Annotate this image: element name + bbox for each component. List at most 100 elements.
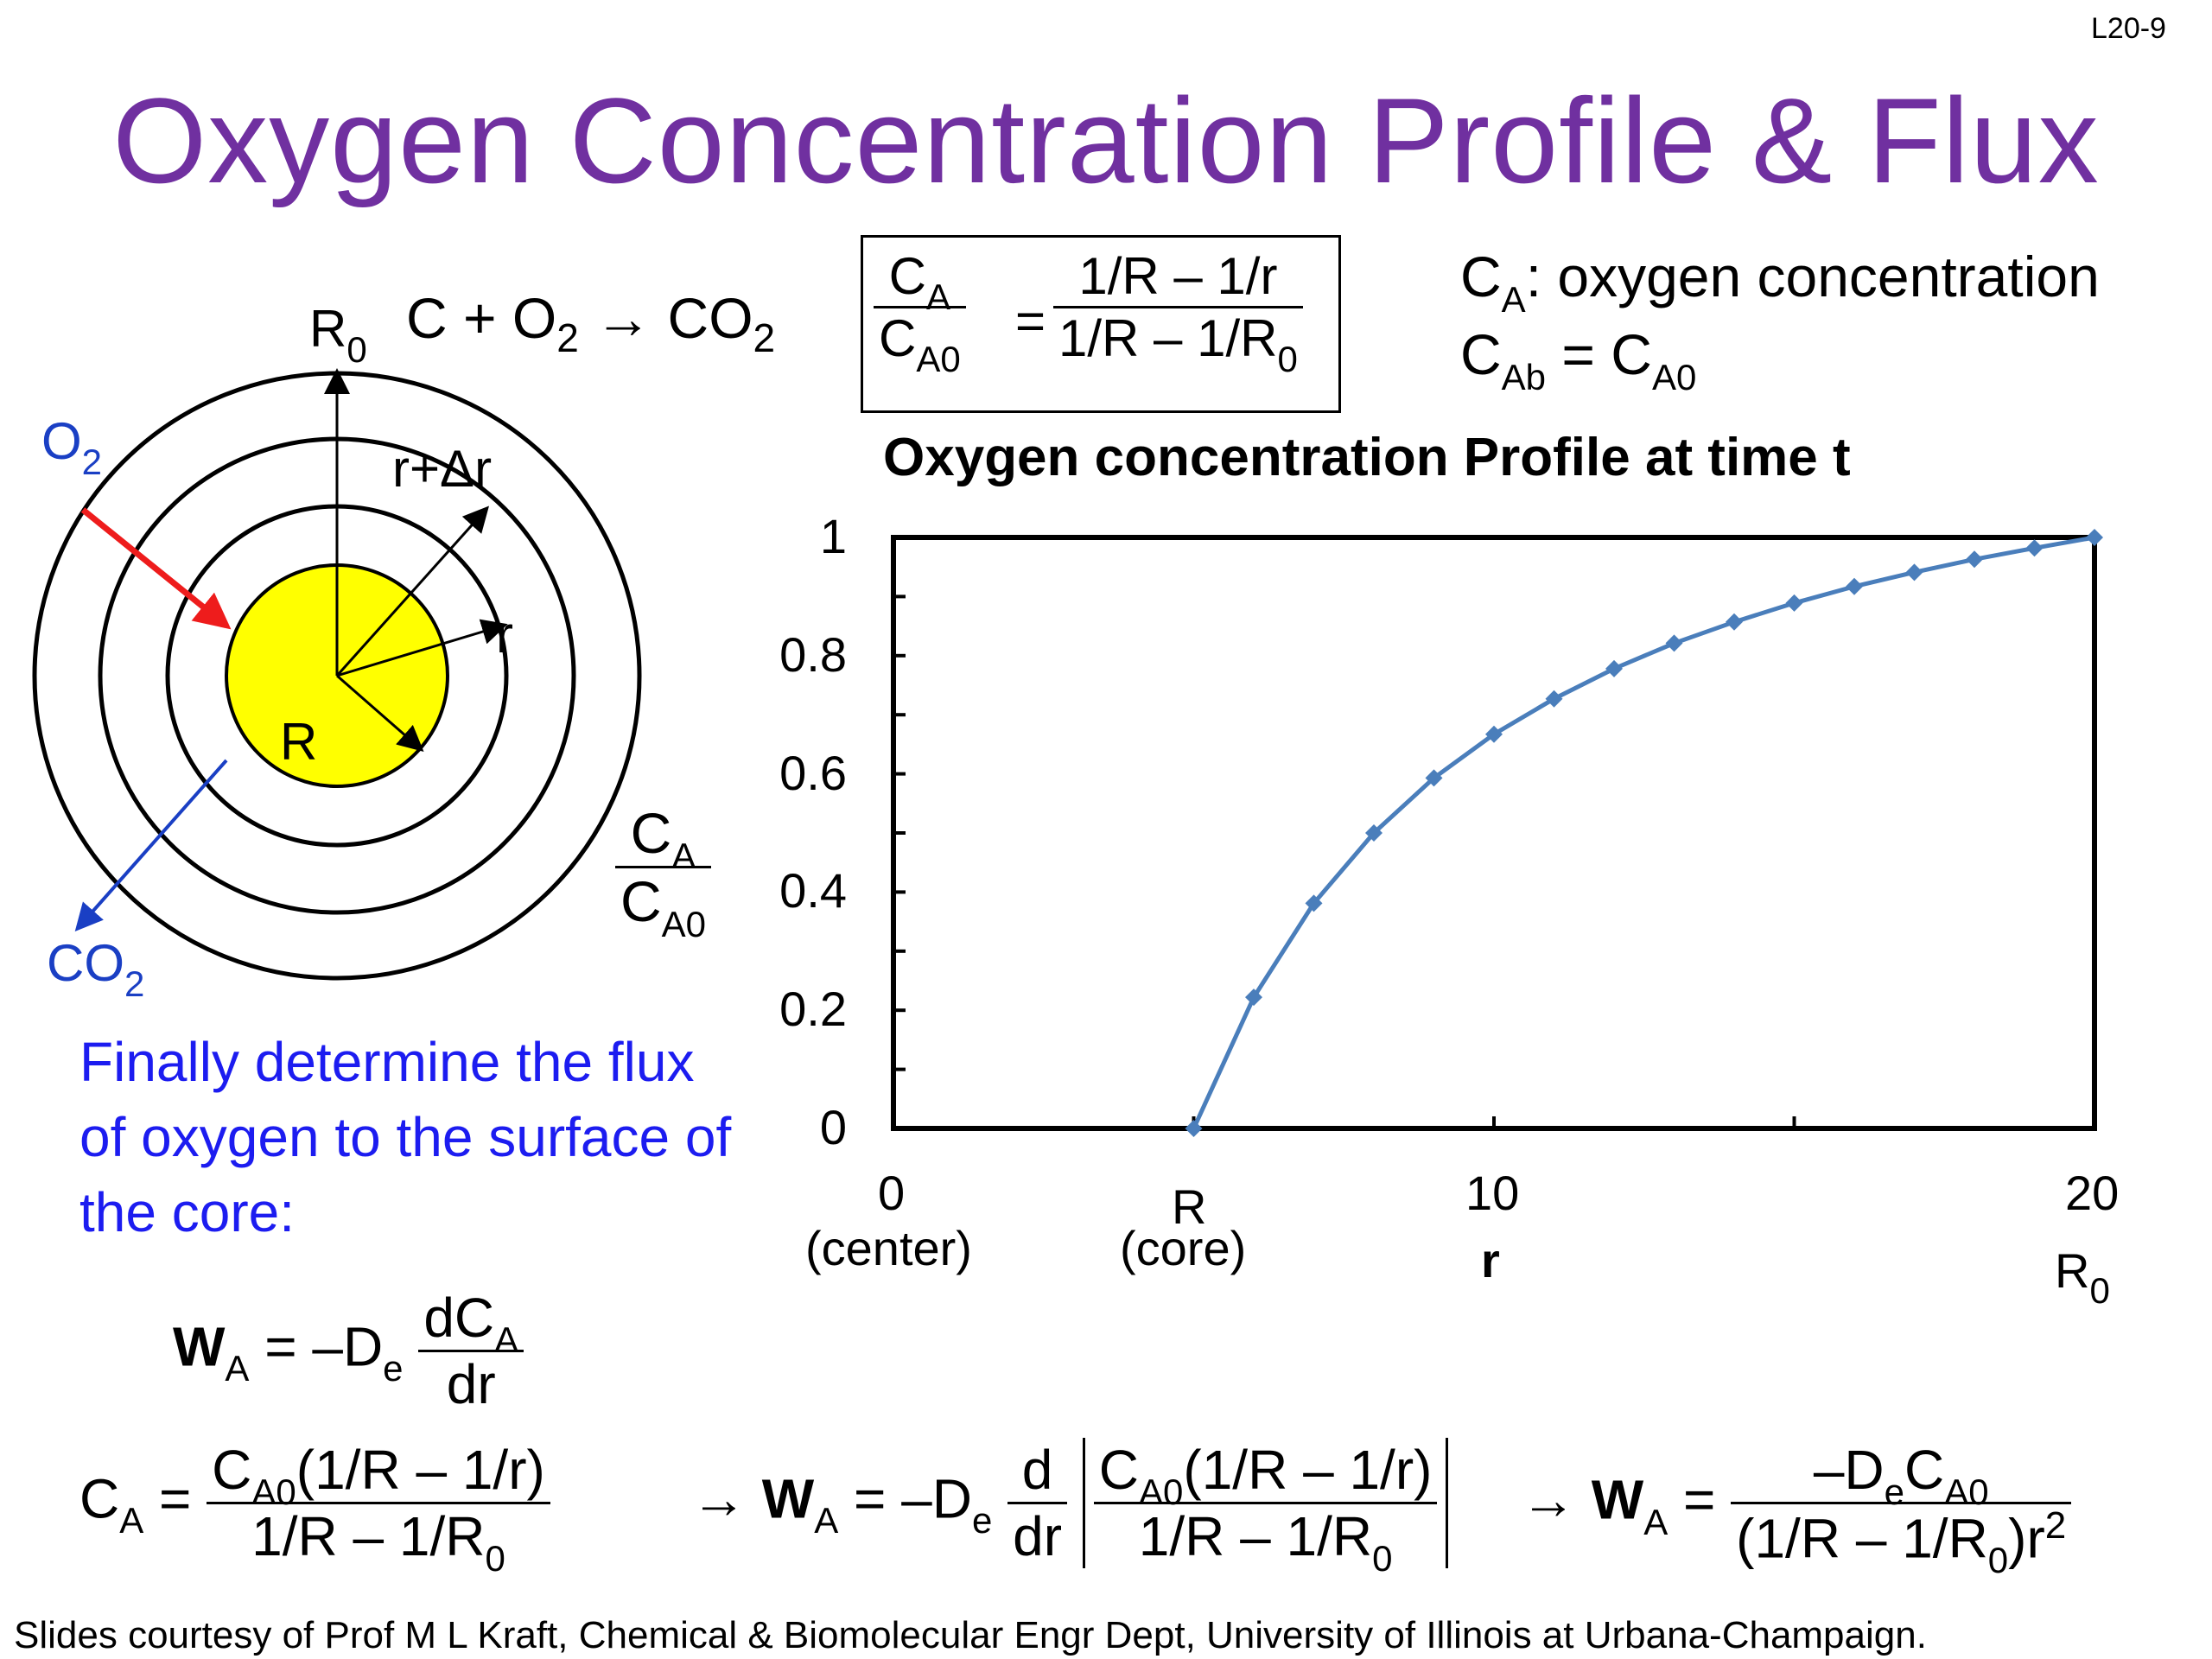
- ca-den-sub: 0: [485, 1538, 505, 1579]
- ca-fraction: CA0(1/R – 1/r) 1/R – 1/R0: [207, 1438, 550, 1579]
- dca-den: dr: [446, 1353, 496, 1415]
- data-point: [1605, 659, 1623, 677]
- reaction-o-sub: 2: [556, 315, 579, 360]
- data-point: [1846, 577, 1863, 595]
- bracket-num-c: C: [1098, 1439, 1139, 1501]
- core-radius-label: R: [280, 713, 318, 771]
- x-tick-0: 0: [878, 1166, 906, 1220]
- slide-title: Oxygen Concentration Profile & Flux: [112, 73, 2100, 208]
- boxed-rhs: 1/R – 1/r 1/R – 1/R0: [1053, 246, 1303, 379]
- wa-rhs-2-sub: e: [971, 1500, 993, 1541]
- flux-prompt: Finally determine the flux of oxygen to …: [79, 1031, 732, 1243]
- ca-symbol-sub: A: [119, 1500, 144, 1541]
- reaction-co-sub: 2: [753, 315, 776, 360]
- x-axis-label: r: [1481, 1233, 1500, 1287]
- dca-num: dCA: [418, 1286, 524, 1360]
- r-plus-dr-label: r+Δr: [392, 440, 493, 498]
- boxed-lhs-den-sub: A0: [916, 339, 961, 379]
- o2-label: O2: [41, 411, 102, 482]
- data-point: [1305, 894, 1323, 912]
- data-point: [1665, 634, 1683, 652]
- wa-symbol-2: W: [761, 1467, 815, 1530]
- ca-fraction-num: CA0(1/R – 1/r): [207, 1438, 550, 1512]
- ca-num-rest: (1/R – 1/r): [296, 1439, 545, 1501]
- outer-shell: [32, 371, 642, 981]
- bracket-den-sub: 0: [1372, 1538, 1393, 1579]
- final-fraction: –DeCA0 (1/R – 1/R0)r2: [1731, 1438, 2072, 1580]
- boxed-rhs-den-main: 1/R – 1/R: [1058, 309, 1278, 367]
- final-den: (1/R – 1/R0)r2: [1731, 1504, 2071, 1580]
- data-point: [1785, 594, 1803, 612]
- o2-label-sub: 2: [81, 442, 103, 482]
- footer-credit: Slides courtesy of Prof M L Kraft, Chemi…: [14, 1614, 1927, 1656]
- data-point: [1485, 725, 1503, 743]
- core-circle: [225, 563, 449, 788]
- o2-arrow: [80, 507, 232, 630]
- bracket-num-rest: (1/R – 1/r): [1183, 1439, 1433, 1501]
- r-plus-dr-arrow: [335, 505, 490, 677]
- co2-label: CO2: [47, 933, 144, 1004]
- x-tick-20-caption-sub: 0: [2089, 1270, 2110, 1311]
- co2-label-main: CO: [47, 934, 124, 992]
- final-equals: =: [1682, 1468, 1716, 1531]
- r0-label-main: R: [309, 300, 347, 358]
- bracket-num: CA0(1/R – 1/r): [1093, 1438, 1438, 1512]
- dr-den: dr: [1013, 1505, 1062, 1567]
- x-tick-20-caption: R0: [2055, 1243, 2110, 1311]
- R-arrow: [336, 674, 424, 752]
- y-tick-label: 0.4: [779, 863, 847, 918]
- y-axis-label: CA CA0: [615, 800, 712, 944]
- definition-ca-text: : oxygen concentration: [1525, 245, 2100, 308]
- r-arrow: [336, 619, 508, 677]
- final-num-de-sub: e: [1884, 1471, 1904, 1512]
- data-point: [2025, 539, 2044, 557]
- reaction-o: O: [512, 286, 557, 350]
- slide-number: L20-9: [2091, 12, 2166, 45]
- definition-ca-c: C: [1460, 245, 1502, 308]
- reaction-co: CO: [667, 286, 753, 350]
- ca-den-main: 1/R – 1/R: [251, 1505, 486, 1567]
- definition-ca: CA: oxygen concentration: [1460, 244, 2100, 320]
- plot-frame: [891, 535, 2097, 1131]
- wa-symbol-3-sub: A: [1643, 1501, 1669, 1542]
- boxed-lhs-den: CA0: [874, 308, 966, 379]
- definition-cab-c: C: [1460, 322, 1502, 386]
- r0-label: R0: [309, 299, 367, 370]
- inner-shell: [165, 504, 509, 848]
- data-point: [1545, 690, 1563, 708]
- data-point: [1425, 769, 1443, 787]
- reaction-c: C: [406, 286, 448, 350]
- y-axis-den-c: C: [620, 869, 662, 933]
- data-point: [1185, 1120, 1203, 1137]
- dca-num-sub: A: [494, 1319, 519, 1360]
- ca-num-c: C: [212, 1439, 252, 1501]
- x-tick-10: 10: [1465, 1166, 1520, 1220]
- definition-cab-eq: = C: [1546, 322, 1652, 386]
- wa-rhs: = –D: [264, 1315, 384, 1378]
- definition-cab-sub: Ab: [1501, 357, 1547, 397]
- y-axis-num: CA: [615, 800, 712, 876]
- data-point: [1905, 563, 1923, 582]
- wa-rhs-sub: e: [383, 1348, 404, 1389]
- co2-label-sub: 2: [124, 963, 145, 1004]
- y-tick-label: 1: [819, 509, 847, 563]
- ca-num-sub: A0: [251, 1471, 296, 1512]
- data-point: [1966, 550, 1983, 569]
- middle-shell: [98, 436, 576, 915]
- y-axis-num-sub: A: [671, 836, 696, 876]
- bracket-fraction: CA0(1/R – 1/r) 1/R – 1/R0: [1093, 1438, 1438, 1579]
- wa-symbol-2-sub: A: [814, 1500, 839, 1541]
- arrow-2: →: [1521, 1468, 1576, 1531]
- x-tick-R-caption: (core): [1120, 1221, 1247, 1275]
- bracket-num-sub: A0: [1139, 1471, 1184, 1512]
- boxed-rhs-num: 1/R – 1/r: [1053, 246, 1303, 308]
- y-axis-num-c: C: [630, 801, 672, 865]
- boxed-lhs-num-sub: A: [926, 276, 951, 317]
- y-axis-fraction: CA CA0: [615, 800, 712, 944]
- ca-equation: CA = CA0(1/R – 1/r) 1/R – 1/R0: [79, 1438, 550, 1579]
- reaction-equation: C + O2 → CO2: [406, 285, 775, 360]
- final-den-sup: 2: [2044, 1504, 2067, 1547]
- boxed-lhs-den-c: C: [879, 309, 917, 367]
- y-tick-label: 0.6: [779, 745, 847, 800]
- data-point: [2086, 529, 2103, 546]
